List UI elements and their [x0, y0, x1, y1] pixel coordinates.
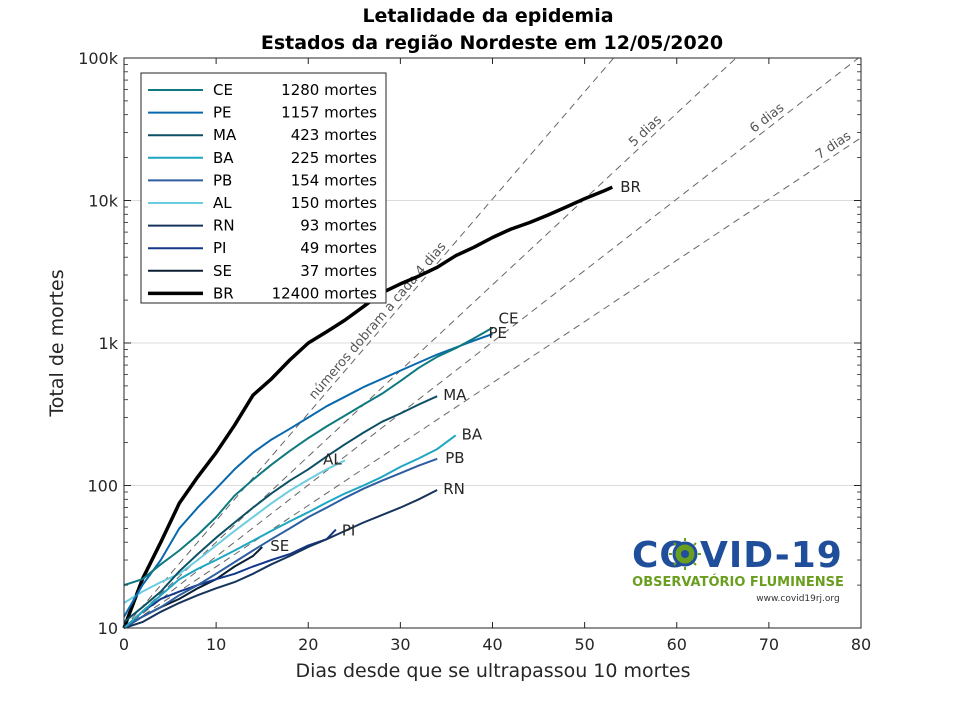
legend-box — [140, 72, 387, 304]
legend-value-pi: 49 mortes — [300, 239, 377, 257]
series-line-rn — [123, 489, 438, 629]
legend-value-ma: 423 mortes — [291, 126, 377, 144]
legend-value-se: 37 mortes — [300, 262, 377, 280]
logo-url: www.covid19rj.org — [756, 594, 839, 604]
x-tick-label: 40 — [482, 635, 502, 654]
legend-name-pe: PE — [213, 104, 232, 122]
legend-name-ma: MA — [213, 126, 237, 144]
end-label-pe: PE — [489, 324, 508, 342]
virus-icon — [669, 538, 701, 570]
legend-value-pe: 1157 mortes — [281, 104, 377, 122]
end-label-rn: RN — [443, 480, 465, 498]
legend-value-al: 150 mortes — [291, 194, 377, 212]
y-tick-label: 1k — [99, 334, 119, 353]
legend-name-pb: PB — [213, 171, 232, 189]
end-label-al: AL — [323, 450, 342, 468]
reference-line-5-dias — [124, 58, 737, 628]
legend: CE 1280 mortes PE 1157 mortes MA 423 mortes BA… — [140, 72, 387, 304]
series-line-ce — [123, 326, 493, 587]
y-tick-label: 10 — [98, 619, 118, 638]
y-tick-label: 10k — [88, 192, 118, 211]
covid19-logo: CO VID-19 OBSERVATÓRIO FLUMINENSE www.co… — [632, 535, 844, 604]
series-line-pi — [123, 528, 337, 629]
series-line-ma — [123, 395, 438, 623]
end-label-ma: MA — [443, 386, 467, 404]
end-label-pb: PB — [445, 449, 464, 467]
logo-letters-rest: VID-19 — [700, 535, 843, 576]
end-label-br: BR — [620, 178, 641, 196]
legend-value-ba: 225 mortes — [291, 149, 377, 167]
x-tick-label: 30 — [390, 635, 410, 654]
end-label-ce: CE — [499, 310, 519, 328]
end-label-pi: PI — [342, 522, 355, 540]
logo-subtitle: OBSERVATÓRIO FLUMINENSE — [632, 574, 844, 590]
legend-value-pb: 154 mortes — [291, 171, 377, 189]
legend-name-al: AL — [213, 194, 232, 212]
end-label-ba: BA — [462, 425, 483, 443]
y-axis-ticks: 10 100 1k 10k 100k — [78, 49, 861, 638]
reference-line-7-dias — [124, 137, 861, 628]
y-tick-label: 100 — [87, 477, 118, 496]
chart-subtitle: Estados da região Nordeste em 12/05/2020 — [261, 32, 723, 54]
legend-value-rn: 93 mortes — [300, 217, 377, 235]
x-tick-label: 80 — [851, 635, 871, 654]
y-tick-label: 100k — [78, 49, 119, 68]
x-tick-label: 10 — [206, 635, 226, 654]
x-tick-label: 20 — [298, 635, 318, 654]
x-tick-label: 0 — [119, 635, 129, 654]
legend-name-ba: BA — [213, 149, 234, 167]
y-axis-label: Total de mortes — [46, 269, 68, 417]
legend-name-rn: RN — [213, 217, 235, 235]
series-line-pb — [123, 457, 438, 629]
legend-name-pi: PI — [213, 239, 226, 257]
x-axis-label: Dias desde que se ultrapassou 10 mortes — [295, 660, 690, 682]
legend-name-se: SE — [213, 262, 232, 280]
legend-name-ce: CE — [213, 81, 233, 99]
end-label-se: SE — [270, 537, 289, 555]
series-line-ba — [123, 434, 457, 629]
legend-value-ce: 1280 mortes — [281, 81, 377, 99]
x-tick-label: 50 — [574, 635, 594, 654]
reference-line-4-dias — [124, 58, 615, 628]
legend-name-br: BR — [213, 284, 234, 302]
x-tick-label: 70 — [759, 635, 779, 654]
legend-value-br: 12400 mortes — [272, 284, 378, 302]
x-tick-label: 60 — [667, 635, 687, 654]
series-line-al — [123, 459, 346, 604]
chart-title: Letalidade da epidemia — [362, 5, 613, 27]
x-axis-ticks: 0 10 20 30 40 50 60 70 80 — [119, 58, 871, 654]
series-line-pe — [123, 333, 493, 618]
